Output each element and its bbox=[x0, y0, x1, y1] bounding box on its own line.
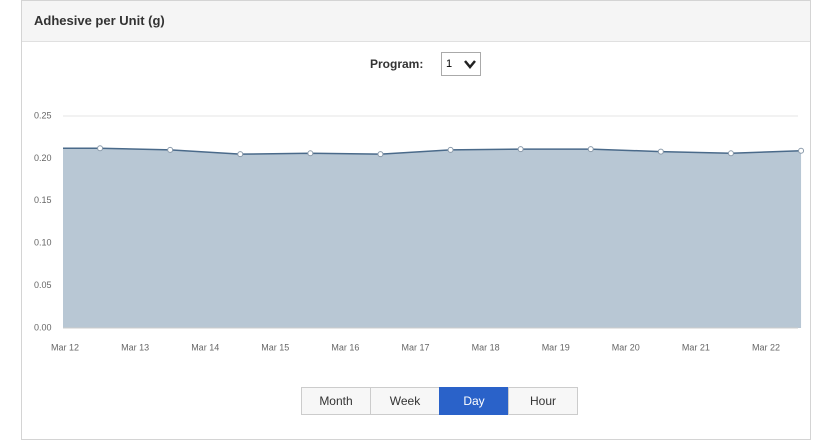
x-tick-label: Mar 21 bbox=[682, 342, 710, 352]
point bbox=[237, 151, 244, 158]
page: Adhesive per Unit (g) Program: 1 Month We… bbox=[21, 0, 811, 440]
y-tick-label: 0.10 bbox=[34, 238, 52, 248]
x-tick-label: Mar 16 bbox=[331, 342, 359, 352]
x-tick-label: Mar 19 bbox=[542, 342, 570, 352]
x-tick-label: Mar 22 bbox=[752, 342, 780, 352]
y-tick-label: 0.25 bbox=[34, 110, 52, 120]
point bbox=[517, 146, 524, 153]
x-tick-label: Mar 15 bbox=[261, 342, 289, 352]
x-tick-label: Mar 20 bbox=[612, 342, 640, 352]
x-tick-label: Mar 13 bbox=[121, 342, 149, 352]
point bbox=[798, 147, 805, 154]
range-buttons: Month Week Day Hour bbox=[301, 387, 578, 415]
point bbox=[167, 146, 174, 153]
chart: 0.00 0.05 0.10 0.15 0.20 0.25 Mar 12 Mar 13 Mar … bbox=[34, 110, 805, 352]
point bbox=[97, 145, 104, 152]
point bbox=[727, 150, 734, 157]
y-tick-label: 0.05 bbox=[34, 280, 52, 290]
panel-title: Adhesive per Unit (g) bbox=[22, 1, 810, 42]
x-tick-label: Mar 17 bbox=[401, 342, 429, 352]
program-label: Program: bbox=[370, 57, 424, 71]
x-tick-label: Mar 14 bbox=[191, 342, 219, 352]
x-tick-label: Mar 12 bbox=[51, 342, 79, 352]
y-tick-label: 0.15 bbox=[34, 195, 52, 205]
point bbox=[657, 148, 664, 155]
dropdown-arrow bbox=[464, 60, 476, 69]
range-button[interactable]: Month bbox=[301, 387, 371, 415]
x-tick-label: Mar 18 bbox=[472, 342, 500, 352]
point bbox=[447, 146, 454, 153]
program-select[interactable]: 1 bbox=[441, 52, 481, 76]
point bbox=[377, 151, 384, 158]
area bbox=[63, 148, 802, 328]
panel: Adhesive per Unit (g) Program: 1 Month We… bbox=[21, 0, 811, 440]
point bbox=[587, 146, 594, 153]
range-button[interactable]: Day bbox=[439, 387, 509, 415]
point bbox=[307, 150, 314, 157]
y-tick-label: 0.20 bbox=[34, 153, 52, 163]
line bbox=[63, 147, 802, 155]
select-value: 1 bbox=[446, 58, 453, 70]
y-tick-label: 0.00 bbox=[34, 322, 52, 332]
range-button[interactable]: Hour bbox=[508, 387, 578, 415]
range-button[interactable]: Week bbox=[370, 387, 440, 415]
